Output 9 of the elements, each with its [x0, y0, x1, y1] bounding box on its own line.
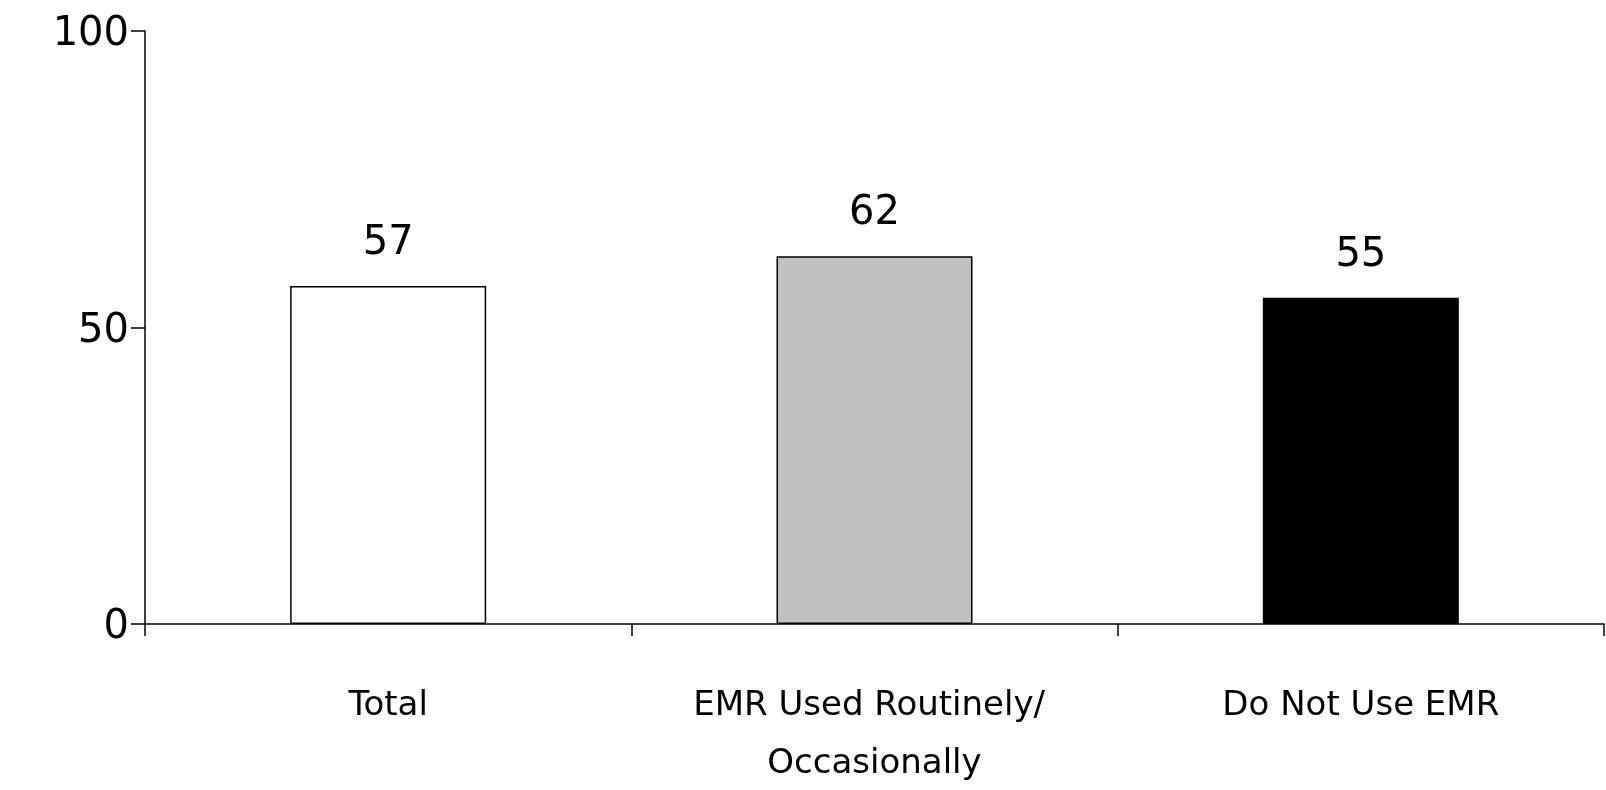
- y-tick-label: 0: [103, 601, 129, 647]
- x-tick-label: Total: [347, 683, 428, 723]
- data-label: 62: [849, 187, 900, 234]
- y-tick-label: 50: [78, 304, 129, 351]
- x-tick-label: Do Not Use EMR: [1222, 683, 1500, 723]
- y-tick-label: 100: [52, 8, 129, 54]
- data-label: 55: [1335, 228, 1387, 275]
- x-tick-label: EMR Used Routinely/ Occasionally: [693, 683, 1056, 781]
- data-label: 57: [362, 216, 414, 263]
